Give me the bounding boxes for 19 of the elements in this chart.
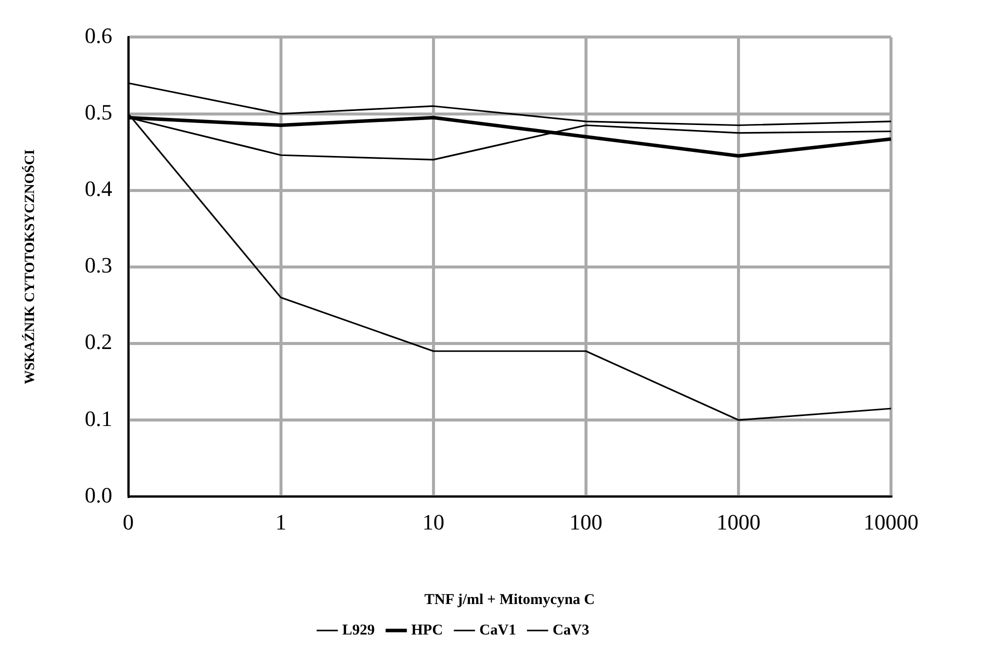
x-tick-label: 1000: [716, 510, 760, 535]
x-tick-label: 10000: [864, 510, 918, 535]
legend-label: HPC: [411, 622, 443, 638]
x-tick-label: 100: [569, 510, 602, 535]
y-tick-label: 0.0: [84, 482, 112, 508]
y-tick-label: 0.2: [84, 329, 112, 354]
x-tick-label: 1: [275, 510, 286, 535]
x-axis-title: TNF j/ml + Mitomycyna C: [424, 592, 595, 608]
y-tick-label: 0.4: [84, 176, 112, 202]
y-tick-label: 0.5: [84, 100, 112, 125]
legend-label: CaV1: [479, 622, 516, 638]
y-axis-title: WSKAŹNIK CYTOTOKSYCZNOŚCI: [21, 149, 38, 384]
x-tick-label: 0: [122, 510, 134, 535]
legend-label: L929: [342, 622, 375, 638]
y-tick-label: 0.6: [84, 22, 112, 48]
y-tick-label: 0.3: [84, 252, 112, 278]
legend-label: CaV3: [552, 622, 590, 638]
x-tick-label: 10: [422, 510, 444, 535]
y-tick-label: 0.1: [84, 406, 112, 431]
